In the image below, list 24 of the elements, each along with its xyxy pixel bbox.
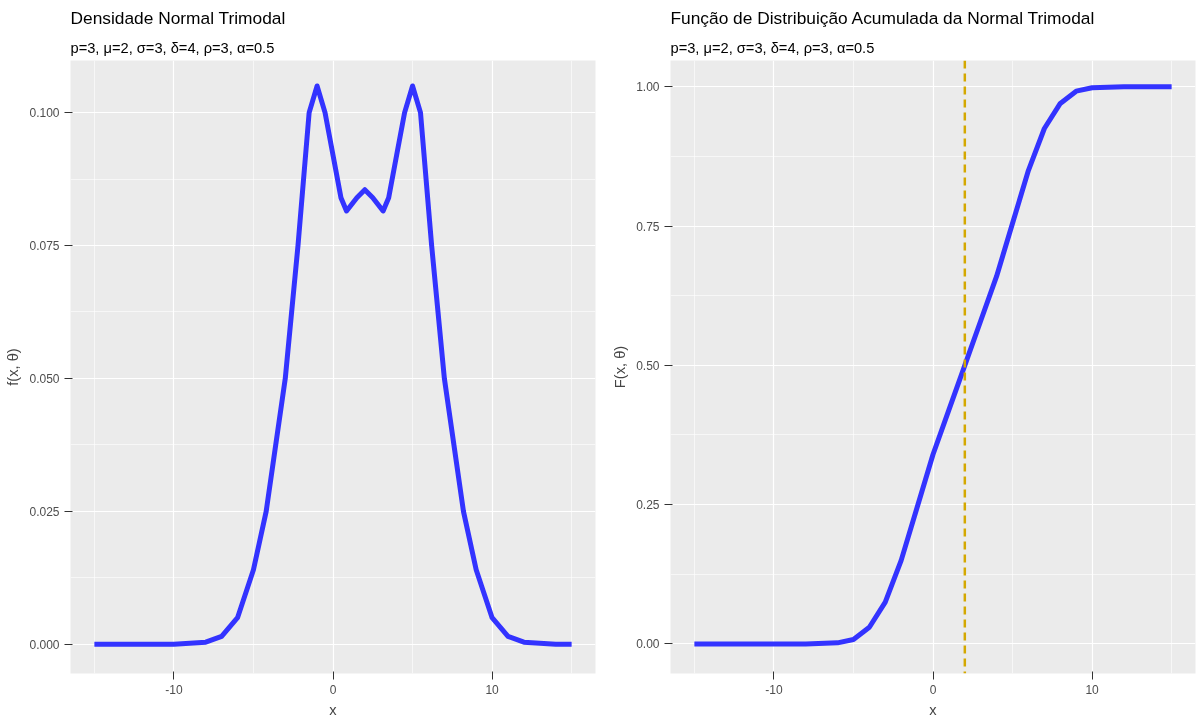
y-axis-title: f(x, θ) [5, 348, 22, 386]
y-tick-label: 1.00 [636, 80, 660, 95]
x-tick-label: 10 [485, 682, 500, 697]
y-tick-label: 0.000 [29, 637, 60, 652]
y-tick-label: 0.075 [29, 239, 60, 254]
chart-subtitle: p=3, μ=2, σ=3, δ=4, ρ=3, α=0.5 [70, 39, 275, 56]
y-axis-title: F(x, θ) [612, 345, 629, 389]
y-tick-label: 0.25 [636, 498, 660, 513]
x-tick-label: -10 [765, 682, 783, 697]
x-axis-title: x [329, 701, 338, 718]
x-tick-label: 10 [1085, 682, 1100, 697]
y-tick-label: 0.050 [29, 371, 60, 386]
chart-title: Função de Distribuição Acumulada da Normal Trimodal [670, 7, 1095, 28]
x-tick-label: -10 [165, 682, 183, 697]
chart-title: Densidade Normal Trimodal [70, 7, 286, 28]
x-axis-title: x [929, 701, 938, 718]
y-tick-label: 0.75 [636, 219, 660, 234]
y-tick-label: 0.100 [29, 106, 60, 121]
y-tick-label: 0.025 [29, 504, 60, 519]
chart-subtitle: p=3, μ=2, σ=3, δ=4, ρ=3, α=0.5 [670, 39, 875, 56]
y-tick-label: 0.00 [636, 637, 660, 652]
x-tick-label: 0 [929, 682, 937, 697]
x-tick-label: 0 [329, 682, 337, 697]
y-tick-label: 0.50 [636, 358, 660, 373]
